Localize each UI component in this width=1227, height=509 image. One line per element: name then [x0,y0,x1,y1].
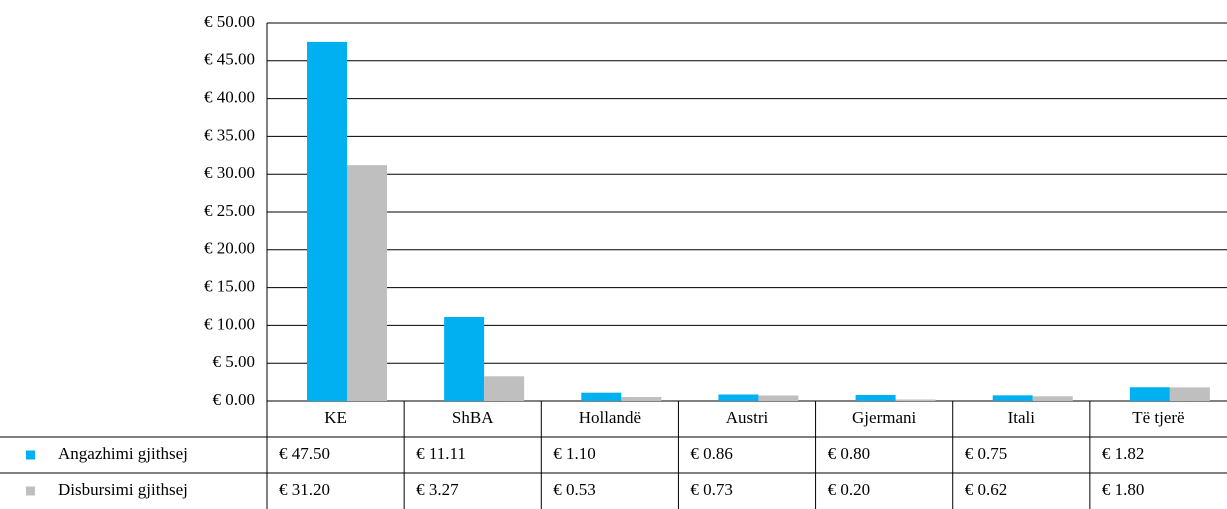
table-cell: € 1.82 [1102,444,1145,463]
table-cell: € 0.53 [553,480,596,499]
y-tick-label: € 0.00 [213,390,256,409]
x-tick-label: Hollandë [579,408,641,427]
table-cell: € 1.80 [1102,480,1145,499]
x-tick-label: Itali [1008,408,1036,427]
table-cell: € 31.20 [279,480,330,499]
x-tick-label: Austri [726,408,769,427]
legend-swatch [26,450,35,460]
bar [621,396,662,401]
table-cell: € 11.11 [416,444,466,463]
bar [1129,387,1170,401]
y-tick-label: € 45.00 [204,50,255,69]
bar [718,394,759,401]
x-tick-label: ShBA [452,408,494,427]
y-tick-label: € 15.00 [204,277,255,296]
legend-swatch [26,486,35,496]
y-tick-label: € 35.00 [204,125,255,144]
bar [307,41,347,402]
bar [347,165,387,401]
y-tick-label: € 5.00 [213,352,256,371]
bar [1169,387,1210,401]
table-cell: € 0.80 [828,444,871,463]
table-cell: € 3.27 [416,480,459,499]
x-tick-label: Gjermani [852,408,916,427]
x-tick-label: Të tjerë [1132,408,1184,427]
bar [992,395,1033,401]
bar [581,392,622,401]
table-cell: € 0.75 [965,444,1008,463]
table-cell: € 0.86 [690,444,733,463]
table-cell: € 47.50 [279,444,330,463]
bar [444,317,485,401]
table-cell: € 1.10 [553,444,596,463]
legend-label: Disbursimi gjithsej [58,480,188,499]
y-tick-label: € 25.00 [204,201,255,220]
bar [758,395,799,401]
y-tick-label: € 40.00 [204,88,255,107]
table-cell: € 0.20 [828,480,871,499]
y-tick-label: € 10.00 [204,314,255,333]
y-tick-label: € 20.00 [204,239,255,258]
bar [1032,396,1073,401]
table-cell: € 0.62 [965,480,1008,499]
legend-label: Angazhimi gjithsej [58,444,188,463]
bar [484,376,525,401]
bar [895,399,936,401]
y-tick-label: € 30.00 [204,163,255,182]
x-tick-label: KE [324,408,347,427]
bar [855,394,896,401]
table-cell: € 0.73 [690,480,733,499]
y-tick-label: € 50.00 [204,12,255,31]
